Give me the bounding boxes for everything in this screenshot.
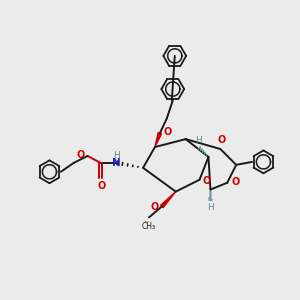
Text: H: H <box>113 151 120 160</box>
Text: H: H <box>195 136 202 145</box>
Text: O: O <box>97 181 106 191</box>
Text: O: O <box>217 135 226 145</box>
Text: O: O <box>202 176 211 186</box>
Polygon shape <box>155 133 162 147</box>
Text: methyl: methyl <box>145 221 149 222</box>
Text: H: H <box>207 202 214 211</box>
Text: O: O <box>76 150 85 160</box>
Text: O: O <box>164 127 172 137</box>
Text: O: O <box>231 177 239 187</box>
Text: O: O <box>150 202 158 212</box>
Text: CH₃: CH₃ <box>142 222 156 231</box>
Polygon shape <box>160 192 176 208</box>
Text: N: N <box>112 158 121 168</box>
